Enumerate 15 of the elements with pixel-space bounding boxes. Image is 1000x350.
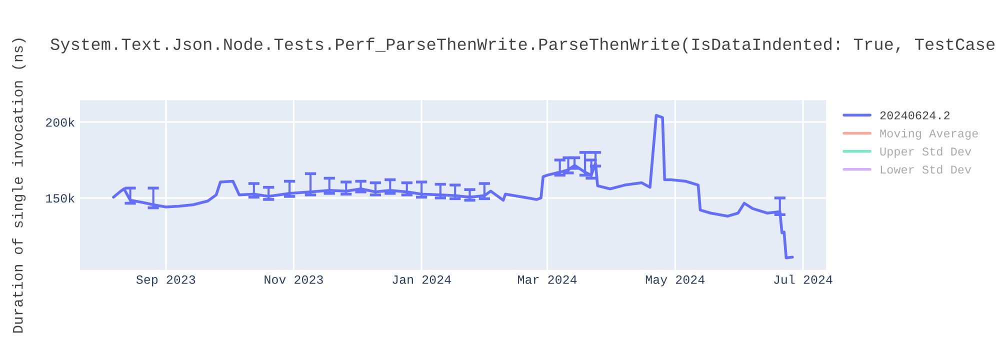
x-tick-label: Sep 2023 <box>136 275 196 286</box>
x-tick-label: Nov 2023 <box>264 275 323 284</box>
y-tick-label: 200k <box>46 118 74 127</box>
x-tick-label: Jul 2024 <box>774 274 832 284</box>
x-tick-label: May 2024 <box>646 275 704 286</box>
chart-title: System.Text.Json.Node.Tests.Perf_ParseThenWrite.ParseThenWrite(IsDataIndented: True, TestCase <box>50 38 995 54</box>
x-tick-label: Jan 2024 <box>392 275 451 284</box>
legend-label: Lower Std Dev <box>880 164 972 174</box>
legend-label: 20240624.2 <box>880 111 950 120</box>
line-series <box>112 114 794 260</box>
y-axis-title: Duration of single invocation (ns) <box>12 38 26 333</box>
legend-label: Upper Std Dev <box>880 146 972 158</box>
legend-label: Moving Average <box>880 128 978 140</box>
y-tick-label: 150k <box>46 193 74 203</box>
x-tick-label: Mar 2024 <box>518 275 577 284</box>
